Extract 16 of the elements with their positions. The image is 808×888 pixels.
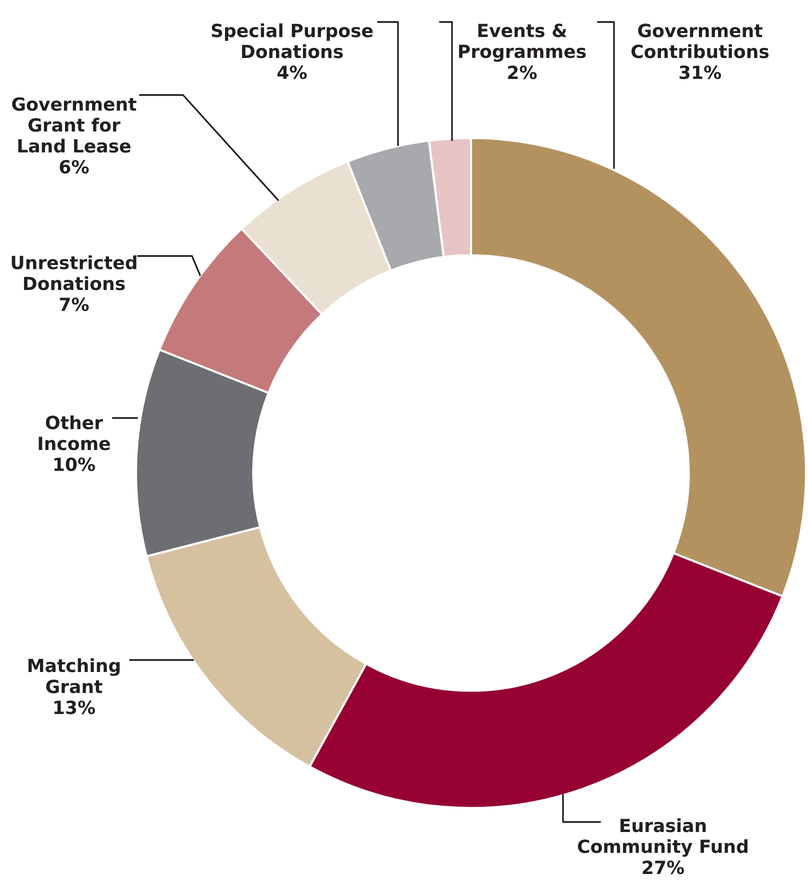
slice-label: Matching Grant xyxy=(28,658,120,694)
data-label: 31% xyxy=(680,65,722,80)
slice-label: Government Contributions xyxy=(631,24,769,58)
data-label: 2% xyxy=(508,66,537,80)
slice-label: Other Income xyxy=(38,415,110,450)
data-label: 4% xyxy=(277,65,307,80)
slice-label: Special Purpose Donations xyxy=(212,23,373,58)
data-label: 10% xyxy=(54,457,96,472)
slice-label: Events & Programmes xyxy=(459,24,586,62)
data-label: 7% xyxy=(60,297,89,312)
slice-label: Unrestricted Donations xyxy=(12,255,136,290)
data-label: 13% xyxy=(54,700,96,714)
slice-label: Government Grant for Land Lease xyxy=(12,97,136,153)
slice-label: Eurasian Community Fund xyxy=(578,818,748,857)
data-label: 27% xyxy=(642,860,684,874)
data-label: 6% xyxy=(60,160,89,174)
